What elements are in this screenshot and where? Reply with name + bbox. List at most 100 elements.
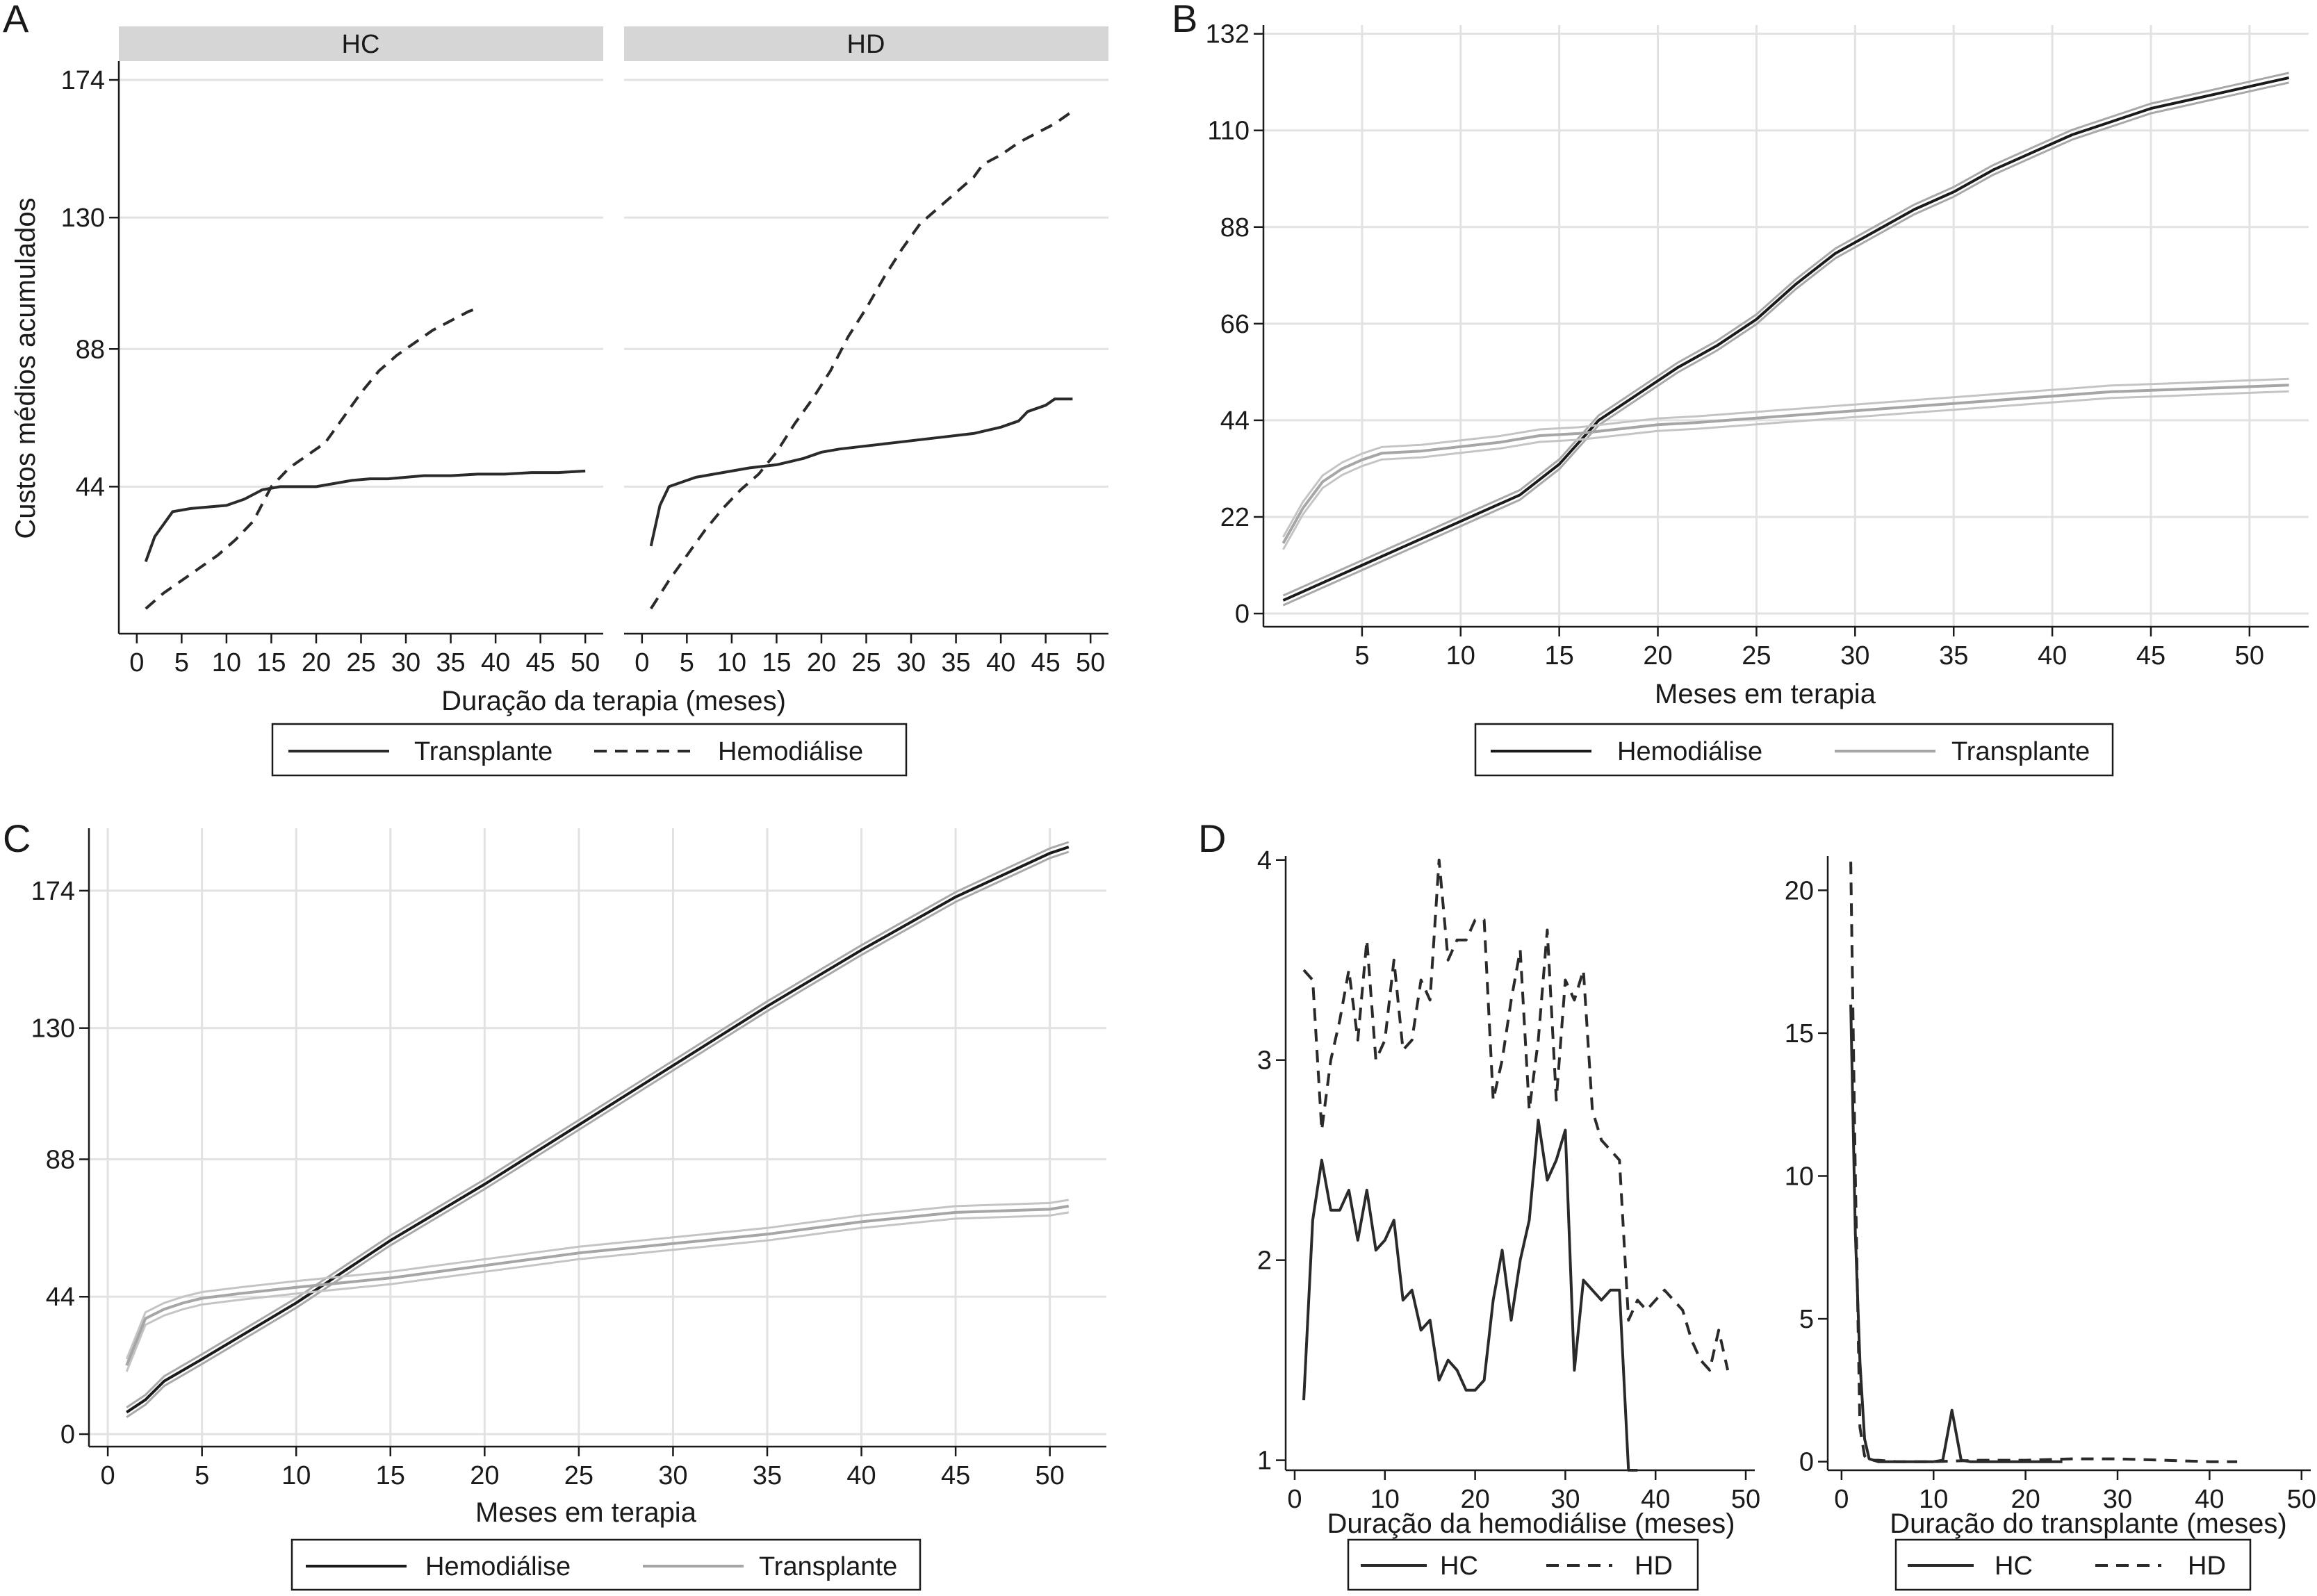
panel-c-x-axis-label: Meses em terapia	[475, 1497, 697, 1528]
panel-a-hd-x-tick-label: 5	[680, 648, 694, 677]
panel-a-hc-y-tick-label: 130	[61, 204, 105, 233]
legend-hemodialise-label: Hemodiálise	[425, 1552, 571, 1581]
panel-b-y-tick-label: 110	[1207, 117, 1250, 146]
panel-a-hd-x-tick-label: 50	[1076, 648, 1105, 677]
strip-hd	[624, 26, 1108, 61]
panel-d-right-x-tick-label: 20	[2011, 1485, 2040, 1514]
panel-b-x-tick-label: 5	[1354, 641, 1369, 671]
panel-d-left-legend: HC HD	[1347, 1538, 1699, 1591]
panel-d-right-x-tick-label: 0	[1834, 1485, 1849, 1514]
panel-a-hd-x-tick-label: 25	[851, 648, 881, 677]
panel-a-hc-x-tick-label: 30	[391, 648, 420, 677]
panel-b-y-tick-label: 66	[1220, 310, 1250, 339]
panel-d-left-x-tick-label: 30	[1550, 1485, 1580, 1514]
panel-a-hd-x-tick-label: 20	[807, 648, 836, 677]
legend-hc-label: HC	[1995, 1552, 2033, 1581]
panel-c-y-tick-label: 0	[60, 1420, 75, 1449]
panel-d-right-x-axis-label: Duração do transplante (meses)	[1890, 1508, 2286, 1539]
panel-d-left-x-tick-label: 50	[1731, 1485, 1760, 1514]
panel-c-series-hemodialise-ci-line	[126, 841, 1070, 1408]
panel-c-series-transplante-line	[125, 1204, 1070, 1366]
panel-a-hd-x-tick-label: 0	[634, 648, 649, 677]
strip-hc	[119, 26, 603, 61]
panel-d-right-y-tick-label: 20	[1785, 876, 1814, 905]
panel-c-x-tick-label: 50	[1035, 1461, 1065, 1490]
panel-a-hc-plot: 0 5 10 15 20 25 30 35 40 45 50 44 88 130 174	[61, 61, 603, 677]
panel-b-y-tick-label: 132	[1206, 20, 1250, 49]
panel-label-b: B	[1172, 0, 1197, 40]
panel-d-left-y-tick-label: 2	[1257, 1247, 1272, 1276]
legend-transplante-label: Transplante	[1951, 737, 2090, 766]
panel-label-d: D	[1198, 816, 1226, 860]
panel-d-left-x-tick-label: 20	[1460, 1485, 1489, 1514]
panel-c-y-tick-label: 88	[46, 1145, 75, 1174]
panel-d-right-series-hc-line	[1849, 1004, 2063, 1463]
panel-a-hd-plot: 0 5 10 15 20 25 30 35 40 45 50	[624, 79, 1108, 677]
strip-hd-label: HD	[847, 30, 885, 59]
panel-d-right-y-tick-label: 0	[1799, 1448, 1814, 1477]
panel-b-y-tick-label: 0	[1235, 600, 1250, 629]
panel-c-x-tick-label: 40	[846, 1461, 876, 1490]
panel-c-x-tick-label: 15	[376, 1461, 405, 1490]
panel-a-x-axis-label: Duração da terapia (meses)	[441, 686, 786, 716]
panel-a-hc-x-tick-label: 20	[302, 648, 331, 677]
panel-c-series-hemodialise-ci-line	[126, 850, 1070, 1418]
panel-d-left-y-tick-label: 1	[1257, 1447, 1272, 1476]
panel-a-hc-x-tick-label: 15	[256, 648, 286, 677]
strip-hc-label: HC	[342, 30, 380, 59]
panel-d-left-y-tick-label: 4	[1257, 846, 1272, 875]
panel-d-transplante-plot: 0 10 20 30 40 50 0 5 10 15 20	[1785, 856, 2316, 1514]
panel-b-series-transplante-line	[1282, 384, 2289, 544]
panel-c-series-hemodialise-line	[126, 846, 1070, 1414]
panel-a-hc-x-tick-label: 35	[436, 648, 465, 677]
panel-c-y-tick-label: 130	[31, 1014, 75, 1044]
panel-a-hd-x-tick-label: 40	[986, 648, 1015, 677]
panel-b-plot: 5 10 15 20 25 30 35 40 45 50 0 22 44 66 88 110 132	[1206, 20, 2309, 671]
panel-a-legend: Transplante Hemodiálise	[271, 723, 908, 777]
panel-d-right-x-tick-label: 30	[2103, 1485, 2132, 1514]
panel-b-x-tick-label: 40	[2038, 641, 2067, 671]
legend-transplante-label: Transplante	[414, 737, 552, 766]
panel-a-hc-series-hemodialise-line	[145, 306, 478, 610]
panel-a-hc-x-tick-label: 40	[481, 648, 510, 677]
panel-a-hc-x-tick-label: 5	[174, 648, 189, 677]
panel-c-plot: 0 5 10 15 20 25 30 35 40 45 50 0 44 88 130 174	[31, 828, 1106, 1490]
panel-a-y-axis-label: Custos médios acumulados	[10, 197, 41, 538]
panel-a-hd-x-tick-label: 35	[941, 648, 970, 677]
legend-hd-label: HD	[2188, 1552, 2226, 1581]
panel-b-series-hemodialise-line	[1282, 76, 2290, 602]
panel-a-hc-series-transplante-line	[144, 469, 586, 563]
panel-a-hd-x-tick-label: 30	[896, 648, 926, 677]
legend-hemodialise-label: Hemodiálise	[1617, 737, 1762, 766]
panel-c-x-tick-label: 25	[564, 1461, 593, 1490]
panel-d-left-x-axis-label: Duração da hemodiálise (meses)	[1327, 1508, 1735, 1539]
panel-b-x-tick-label: 30	[1840, 641, 1869, 671]
panel-a-hd-x-tick-label: 15	[762, 648, 791, 677]
panel-b-x-tick-label: 20	[1643, 641, 1672, 671]
panel-d-left-series-hd-line	[1302, 858, 1730, 1372]
panel-b-x-tick-label: 50	[2235, 641, 2264, 671]
panel-a-hd-x-tick-label: 45	[1031, 648, 1061, 677]
panel-b-series-transplante-ci-line	[1282, 390, 2289, 550]
panel-label-c: C	[3, 816, 31, 860]
legend-hc-label: HC	[1440, 1552, 1478, 1581]
panel-a-hc-x-tick-label: 50	[571, 648, 600, 677]
panel-b-x-tick-label: 35	[1939, 641, 1968, 671]
panel-d-right-x-tick-label: 40	[2195, 1485, 2224, 1514]
panel-d-left-y-tick-label: 3	[1257, 1046, 1272, 1076]
panel-c-legend: Hemodiálise Transplante	[290, 1538, 922, 1591]
panel-d-hemodialise-plot: 0 10 20 30 40 50 1 2 3 4	[1257, 846, 1760, 1514]
panel-c-x-tick-label: 5	[195, 1461, 209, 1490]
panel-b-series-hemodialise-ci-line	[1282, 81, 2289, 607]
panel-c-series-transplante-ci-line	[125, 1199, 1070, 1360]
panel-d-right-y-tick-label: 10	[1785, 1162, 1814, 1192]
panel-d-right-series-hd-line	[1849, 862, 2238, 1463]
panel-d-left-x-tick-label: 10	[1370, 1485, 1400, 1514]
panel-b-legend: Hemodiálise Transplante	[1474, 723, 2114, 777]
panel-d-right-y-tick-label: 5	[1799, 1305, 1814, 1334]
panel-a-hc-x-tick-label: 25	[346, 648, 375, 677]
panel-c-series-transplante-ci-line	[125, 1211, 1070, 1372]
panel-b-x-axis-label: Meses em terapia	[1655, 679, 1876, 709]
panel-c-x-tick-label: 10	[281, 1461, 311, 1490]
